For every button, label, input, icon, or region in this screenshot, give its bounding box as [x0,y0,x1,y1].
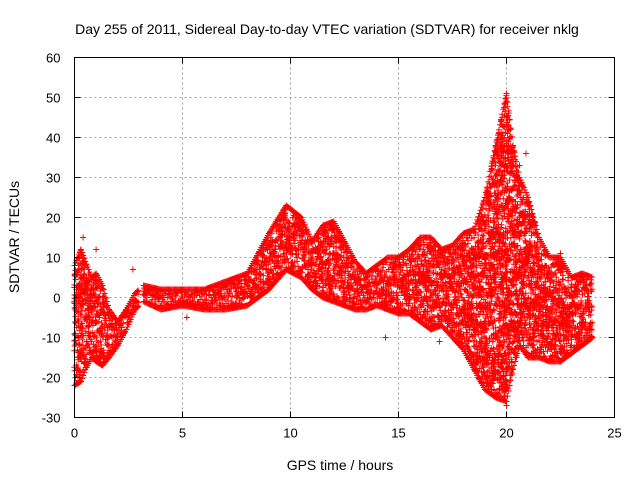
data-point [79,375,86,382]
data-points [71,90,596,409]
data-point [80,332,87,339]
data-point [80,252,87,259]
data-point [72,276,79,283]
data-point [82,328,89,335]
data-point [82,258,89,265]
data-point [82,351,89,358]
data-point [76,341,83,348]
data-point [74,269,81,276]
data-point [85,266,92,273]
data-point [77,378,84,385]
data-point [85,340,92,347]
data-point [76,379,83,386]
data-point [80,372,87,379]
data-point [83,298,90,305]
data-point [86,269,93,276]
data-point [84,263,91,270]
data-point [85,323,92,330]
data-point [83,261,90,268]
data-point [81,270,88,277]
data-point [74,364,81,371]
data-point [78,320,85,327]
data-point [77,246,84,253]
data-point [81,369,88,376]
data-point [72,313,79,320]
data-point [79,249,86,256]
data-point [78,325,85,332]
data-point [79,320,86,327]
data-point [81,255,88,262]
chart-title: Day 255 of 2011, Sidereal Day-to-day VTE… [75,21,579,37]
data-point [79,336,86,343]
data-point [76,371,83,378]
data-point [79,324,86,331]
